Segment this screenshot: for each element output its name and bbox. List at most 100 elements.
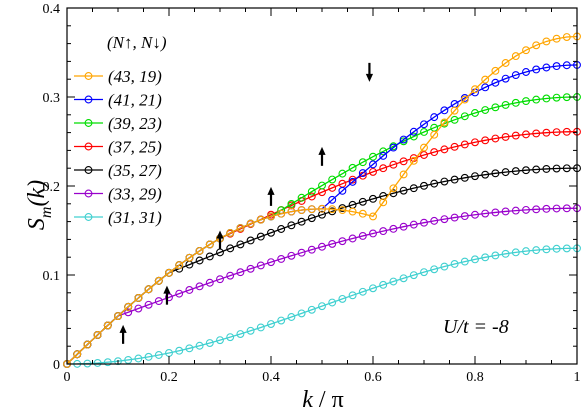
data-point <box>481 106 490 114</box>
data-point <box>379 198 388 207</box>
data-point <box>338 204 347 212</box>
data-point <box>450 213 459 222</box>
data-point <box>471 138 479 147</box>
data-point <box>348 291 357 300</box>
data-point <box>389 143 398 152</box>
data-point <box>562 33 571 41</box>
data-point <box>185 253 194 262</box>
data-point <box>552 164 561 173</box>
y-tick-label: 0.4 <box>43 2 61 17</box>
data-point <box>318 210 326 219</box>
data-point <box>369 229 377 238</box>
data-point <box>205 339 214 347</box>
data-point <box>532 205 541 214</box>
data-point <box>460 257 469 266</box>
data-point <box>409 156 418 165</box>
data-point <box>532 246 541 255</box>
data-point <box>287 251 296 260</box>
legend-label: (31, 31) <box>108 208 162 227</box>
x-axis-label: k / π <box>302 387 343 413</box>
data-point <box>287 207 296 216</box>
data-point <box>236 330 245 338</box>
data-point <box>226 271 235 280</box>
data-point <box>154 276 163 285</box>
data-point <box>165 293 173 302</box>
data-point <box>440 106 449 115</box>
data-point <box>195 341 204 350</box>
y-label-sub: m <box>38 207 55 219</box>
data-point <box>542 37 551 46</box>
data-point <box>420 128 428 136</box>
data-point <box>256 232 265 241</box>
data-point <box>542 164 551 173</box>
data-point <box>205 278 214 287</box>
data-point <box>369 194 377 203</box>
data-point <box>491 78 500 87</box>
data-point <box>532 95 541 104</box>
data-point <box>318 242 326 251</box>
data-point <box>144 300 153 309</box>
legend-swatch-marker <box>84 119 93 127</box>
data-point <box>358 169 367 178</box>
data-point <box>460 95 469 104</box>
data-point <box>460 112 469 121</box>
data-point <box>277 254 286 263</box>
data-point <box>226 333 235 342</box>
legend-swatch-marker <box>84 95 93 104</box>
data-point <box>103 358 112 367</box>
data-point <box>348 177 357 186</box>
data-point <box>154 297 163 305</box>
data-point <box>532 165 541 174</box>
x-label-main: k <box>302 387 313 413</box>
data-point <box>226 244 235 253</box>
data-point <box>307 214 316 223</box>
data-point <box>522 130 530 139</box>
data-point <box>399 222 408 231</box>
data-point <box>144 285 153 294</box>
data-point <box>532 129 541 138</box>
data-point <box>491 251 500 260</box>
data-point <box>481 75 490 84</box>
data-point <box>522 247 530 256</box>
data-point <box>511 248 520 257</box>
data-point <box>226 229 235 237</box>
data-point <box>532 65 541 74</box>
data-point <box>379 147 388 156</box>
data-point <box>542 204 551 213</box>
data-point <box>236 240 245 249</box>
data-point <box>369 160 377 169</box>
data-point <box>399 186 408 195</box>
data-point <box>542 128 551 137</box>
data-point <box>267 212 275 221</box>
data-point <box>246 326 255 335</box>
data-point <box>267 228 275 237</box>
data-point <box>175 346 184 355</box>
data-point <box>409 271 418 280</box>
data-point <box>297 193 306 202</box>
data-point <box>93 359 102 367</box>
data-point <box>369 284 377 293</box>
data-point <box>409 127 418 136</box>
data-point <box>481 83 490 92</box>
data-point <box>501 132 510 141</box>
data-point <box>246 219 255 228</box>
data-point <box>552 62 561 71</box>
data-point <box>328 205 337 214</box>
legend-swatch-marker <box>84 142 93 151</box>
data-point <box>511 98 520 107</box>
y-label-args: (k) <box>24 180 50 207</box>
data-point <box>491 208 500 217</box>
data-point <box>471 172 479 181</box>
data-point <box>307 305 316 314</box>
data-point <box>307 187 316 196</box>
data-point <box>440 118 449 127</box>
data-point <box>491 66 500 75</box>
data-point <box>348 234 357 243</box>
data-point <box>399 157 408 166</box>
data-point <box>430 179 439 188</box>
data-point <box>369 167 377 176</box>
legend-label: (43, 19) <box>108 67 162 86</box>
series-group <box>63 32 581 368</box>
data-point <box>73 350 82 359</box>
